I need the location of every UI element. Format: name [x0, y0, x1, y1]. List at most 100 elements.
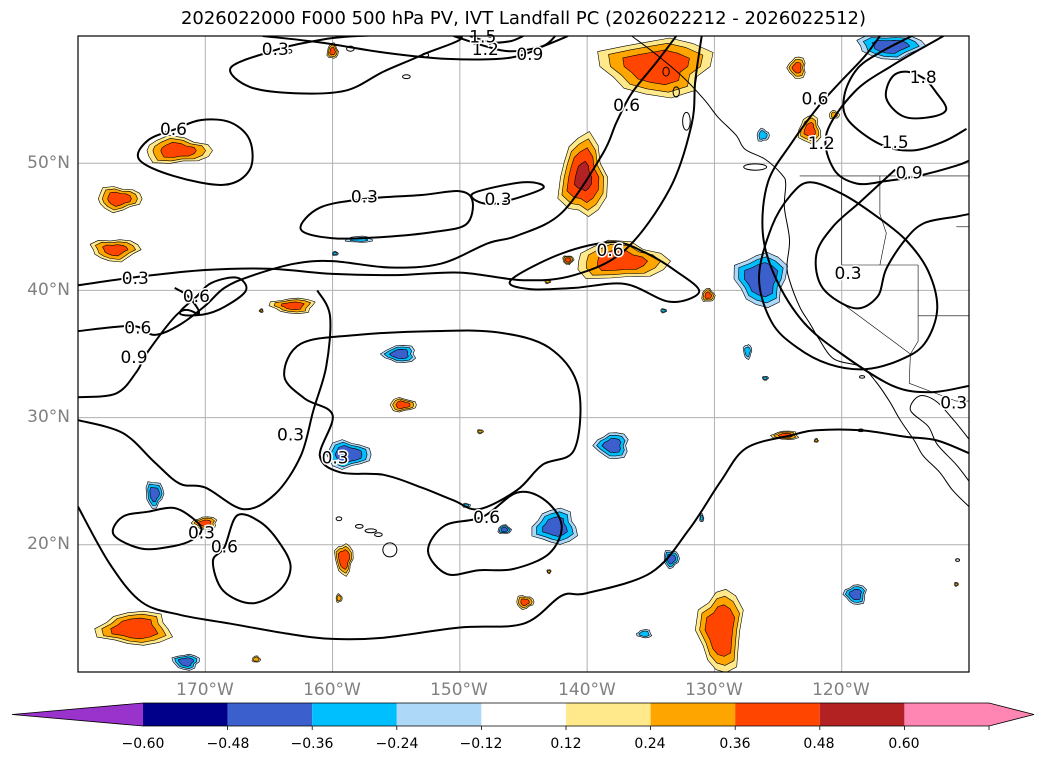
ivt-fill-level	[520, 598, 530, 607]
pv-contour-label: 0.6	[613, 96, 640, 116]
ivt-anomaly-blob	[829, 110, 840, 119]
ivt-fill-level	[744, 346, 751, 358]
ivt-anomaly-blob	[786, 56, 806, 79]
ivt-fill-level	[395, 400, 411, 410]
ivt-fill-level	[758, 130, 768, 140]
colorbar-segment	[904, 703, 989, 726]
ivt-anomaly-fill	[89, 36, 959, 672]
ivt-fill-level	[547, 570, 551, 574]
ivt-anomaly-blob	[761, 376, 769, 381]
pv-contour-label: 0.3	[277, 425, 304, 445]
ivt-anomaly-blob	[592, 432, 629, 459]
ivt-anomaly-blob	[813, 437, 819, 443]
pv-contour-label: 0.6	[160, 120, 187, 140]
colorbar-outline	[11, 702, 1035, 727]
lat-label-50n: 50°N	[27, 153, 70, 173]
colorbar-tick-label: −0.60	[121, 736, 165, 752]
political-border	[879, 175, 887, 266]
island	[374, 532, 383, 538]
ivt-anomaly-blob	[577, 239, 671, 279]
island	[682, 111, 691, 131]
ivt-fill-level	[334, 445, 363, 464]
pv-contour-line	[469, 36, 524, 44]
island	[672, 86, 680, 98]
pv-contour-line	[842, 36, 967, 152]
ivt-anomaly-blob	[380, 345, 416, 363]
page-title: 2026022000 F000 500 hPa PV, IVT Landfall…	[180, 8, 867, 29]
ivt-fill-level	[565, 257, 572, 263]
colorbar-tick-label: 0.12	[550, 736, 582, 752]
pv-contour-label: 0.3	[835, 264, 862, 284]
pv-contour-label: 0.3	[322, 448, 349, 468]
colorbar-extend-min	[12, 703, 143, 726]
pv-contour-line	[758, 181, 939, 371]
colorbar-segment	[650, 703, 736, 726]
island	[743, 163, 768, 171]
colorbar-extend-max	[989, 703, 1034, 726]
colorbar-tick-label: 0.24	[634, 736, 666, 752]
ivt-fill-level	[704, 291, 712, 299]
ivt-anomaly-blob	[171, 653, 200, 671]
ivt-anomaly-blob	[268, 297, 316, 314]
ivt-fill-level	[333, 251, 338, 255]
coastlines	[286, 36, 969, 562]
pv-contour-label: 0.3	[262, 40, 289, 60]
pv-contour-line	[470, 181, 545, 205]
pv-contour-line	[824, 36, 969, 186]
pv-contour-line	[761, 36, 969, 394]
ivt-fill-level	[149, 487, 160, 503]
ivt-anomaly-blob	[98, 186, 143, 214]
pv-contour-label: 0.9	[516, 45, 543, 65]
ivt-anomaly-blob	[954, 581, 959, 587]
coastline	[631, 36, 969, 507]
pv-contour-label: 1.2	[808, 134, 835, 154]
ivt-anomaly-blob	[842, 584, 867, 605]
lon-label-120w: 120°W	[812, 680, 870, 700]
pv-contour-line	[426, 490, 563, 576]
pv-contour-label: 0.6	[124, 319, 151, 339]
lon-label-140w: 140°W	[558, 680, 616, 700]
ivt-anomaly-blob	[699, 513, 705, 523]
ivt-fill-level	[803, 122, 816, 138]
ivt-anomaly-blob	[94, 610, 173, 646]
ivt-fill-level	[661, 309, 666, 313]
colorbar-segment	[396, 703, 482, 726]
ivt-anomaly-blob	[89, 239, 142, 263]
lon-label-160w: 160°W	[303, 680, 361, 700]
pv-contour-line	[78, 428, 969, 641]
ivt-anomaly-blob	[335, 593, 343, 603]
map-frame-background	[78, 36, 969, 672]
pv-contour-line	[508, 241, 701, 303]
ivt-anomaly-blob	[660, 308, 667, 314]
ivt-fill-level	[500, 526, 509, 532]
pv-contour-labels: 0.30.30.3 0.30.30.30.30.30.30.60.60.60.60…	[119, 26, 969, 559]
pv-contour-line	[283, 329, 582, 511]
pv-contour-line	[211, 513, 292, 605]
colorbar-segment	[143, 703, 228, 726]
pv-contour-label: 0.6	[211, 537, 238, 557]
island	[402, 74, 411, 80]
island	[364, 528, 377, 534]
pv-contour-label: 0.9	[896, 163, 923, 183]
pv-contour-label: 0.9	[120, 348, 147, 368]
pv-contour-line	[78, 287, 201, 399]
lon-label-170w: 170°W	[176, 680, 234, 700]
lat-label-30n: 30°N	[27, 407, 70, 427]
ivt-fill-level	[389, 349, 409, 359]
ivt-fill-level	[102, 244, 129, 257]
ivt-fill-level	[337, 549, 350, 570]
pv-contour-label: 0.3	[188, 523, 215, 543]
pv-contour-label: 0.6	[473, 508, 500, 528]
colorbar-tick-label: 0.36	[719, 736, 751, 752]
pv-contour-label: 1.8	[910, 68, 937, 88]
ivt-fill-level	[107, 191, 132, 207]
pv-contour-line	[78, 289, 332, 511]
colorbar-tick-label: −0.24	[375, 736, 419, 752]
ivt-fill-level	[791, 62, 802, 74]
island	[354, 523, 364, 529]
ivt-fill-level	[280, 301, 305, 310]
ivt-fill-level	[110, 617, 159, 640]
ivt-anomaly-blob	[326, 439, 372, 470]
island	[335, 516, 343, 522]
